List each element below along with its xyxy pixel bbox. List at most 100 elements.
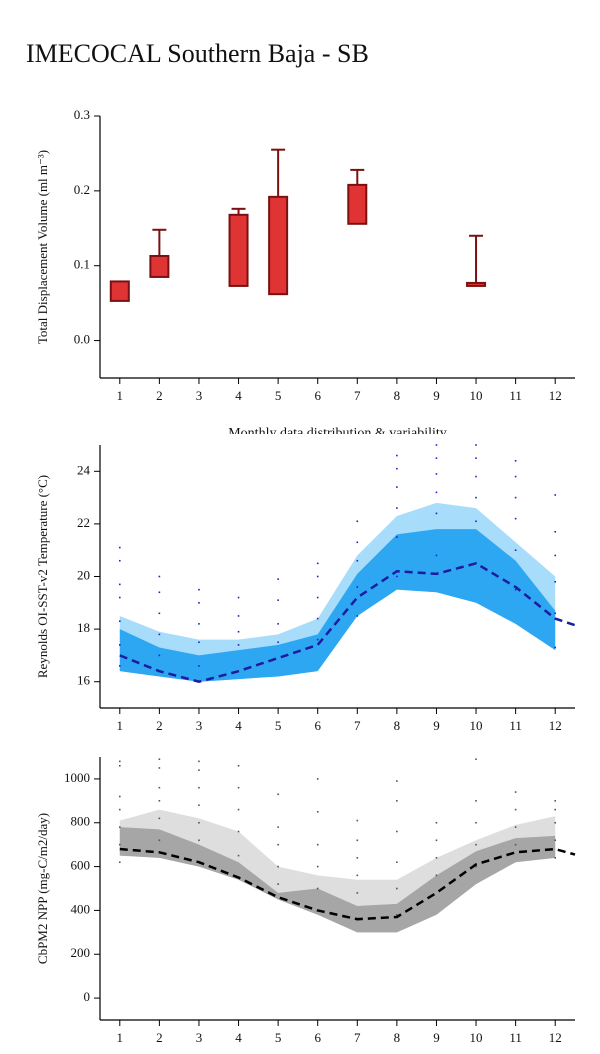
y-tick-label: 0.0 (74, 332, 90, 347)
data-point (158, 758, 161, 760)
data-point (316, 843, 319, 846)
data-point (158, 839, 161, 842)
y-tick-label: 800 (71, 814, 91, 829)
data-point (396, 536, 398, 538)
box (228, 213, 249, 287)
data-point (118, 620, 121, 623)
data-point (237, 786, 240, 789)
data-point (356, 586, 359, 588)
data-point (435, 512, 438, 515)
x-tick-label: 3 (196, 388, 203, 403)
data-point (396, 575, 398, 578)
data-point (316, 778, 319, 780)
data-point (356, 892, 359, 894)
data-point (396, 454, 398, 457)
data-point (435, 839, 438, 842)
data-point (198, 839, 200, 842)
x-tick-label: 4 (235, 1030, 242, 1045)
x-tick-label: 7 (354, 718, 361, 733)
data-point (554, 821, 557, 824)
x-tick-label: 9 (433, 388, 440, 403)
data-point (435, 473, 438, 475)
data-point (118, 583, 121, 586)
data-point (316, 887, 319, 890)
box (347, 183, 368, 225)
data-point (118, 644, 121, 646)
data-point (277, 599, 279, 601)
data-point (554, 580, 557, 583)
data-point (514, 826, 517, 828)
data-point (514, 459, 517, 462)
band (119, 827, 556, 933)
data-point (118, 764, 121, 767)
x-tick-label: 12 (549, 388, 562, 403)
x-tick-label: 11 (509, 718, 522, 733)
data-point (277, 623, 279, 625)
data-point (514, 588, 517, 591)
x-tick-label: 12 (549, 1030, 562, 1045)
data-point (237, 808, 240, 811)
x-tick-label: 8 (394, 1030, 401, 1045)
y-tick-label: 1000 (64, 770, 90, 785)
band (119, 529, 556, 682)
data-point (514, 791, 517, 793)
data-point (396, 830, 398, 833)
data-point (237, 630, 240, 633)
data-point (435, 554, 438, 557)
data-point (356, 520, 359, 523)
y-axis-label: Total Displacement Volume (ml m⁻³) (35, 150, 50, 344)
page-title: IMECOCAL Southern Baja - SB (26, 39, 369, 68)
data-point (198, 623, 200, 625)
data-point (316, 865, 319, 868)
data-point (554, 494, 557, 496)
data-point (554, 800, 557, 802)
data-point (435, 857, 438, 859)
data-point (554, 857, 557, 859)
y-axis-label: Reynolds OI-SST-v2 Temperature (°C) (35, 475, 50, 678)
data-point (396, 914, 398, 916)
data-point (198, 769, 200, 771)
y-tick-label: 24 (77, 462, 91, 477)
data-point (158, 786, 161, 789)
data-point (475, 475, 477, 478)
y-tick-label: 0 (84, 989, 91, 1004)
data-point (316, 617, 319, 620)
data-point (277, 641, 279, 644)
data-point (118, 596, 121, 599)
data-point (435, 821, 438, 824)
data-point (118, 861, 121, 863)
y-tick-label: 0.2 (74, 182, 90, 197)
data-point (396, 800, 398, 802)
data-point (277, 843, 279, 846)
x-tick-label: 3 (196, 718, 203, 733)
data-point (158, 767, 161, 769)
data-point (118, 826, 121, 828)
data-point (396, 486, 398, 488)
x-tick-label: 2 (156, 718, 163, 733)
data-point (277, 826, 279, 828)
data-point (118, 760, 121, 763)
y-axis-label: CbPM2 NPP (mg-C/m2/day) (35, 813, 50, 964)
data-point (316, 810, 319, 813)
data-point (237, 644, 240, 646)
data-point (316, 596, 319, 599)
data-point (554, 646, 557, 649)
data-point (198, 588, 200, 591)
data-point (554, 839, 557, 842)
data-point (237, 830, 240, 833)
data-point (356, 857, 359, 859)
y-tick-label: 0.1 (74, 257, 90, 272)
y-tick-label: 20 (77, 567, 90, 582)
data-point (118, 559, 121, 562)
x-tick-label: 6 (314, 1030, 321, 1045)
data-point (554, 554, 557, 557)
mean-line (119, 562, 576, 683)
data-point (554, 530, 557, 533)
x-tick-label: 3 (196, 1030, 203, 1045)
x-tick-label: 6 (314, 388, 321, 403)
data-point (396, 887, 398, 890)
data-point (277, 578, 279, 580)
data-point (198, 665, 200, 667)
data-point (356, 819, 359, 822)
x-tick-label: 4 (235, 388, 242, 403)
